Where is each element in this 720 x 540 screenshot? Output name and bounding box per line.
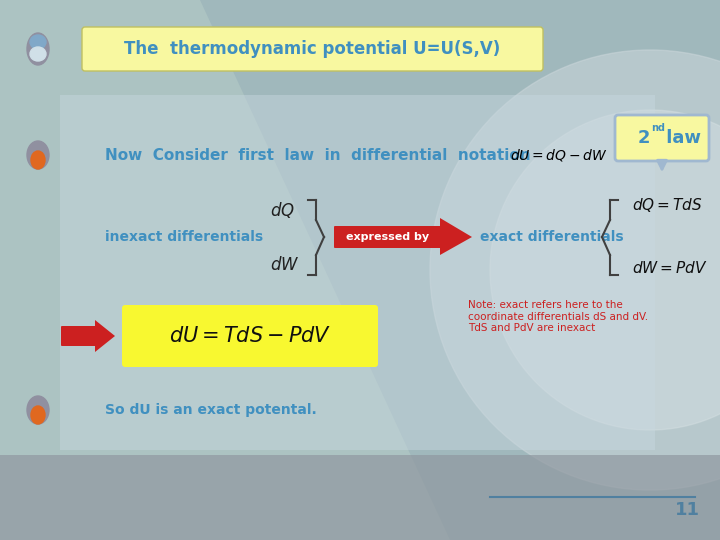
FancyBboxPatch shape [60, 95, 655, 450]
FancyBboxPatch shape [615, 115, 709, 161]
Ellipse shape [31, 406, 45, 424]
Ellipse shape [30, 47, 46, 61]
FancyBboxPatch shape [82, 27, 543, 71]
Text: $dQ$: $dQ$ [270, 200, 295, 220]
Text: exact differentials: exact differentials [480, 230, 624, 244]
Ellipse shape [31, 151, 45, 169]
Text: So dU is an exact potental.: So dU is an exact potental. [105, 403, 317, 417]
Text: expressed by: expressed by [346, 232, 430, 242]
Text: law: law [660, 129, 701, 147]
Polygon shape [0, 455, 720, 540]
Ellipse shape [27, 33, 49, 65]
Text: $dU = dQ - dW$: $dU = dQ - dW$ [510, 147, 608, 163]
Circle shape [490, 110, 720, 430]
Polygon shape [95, 320, 115, 352]
FancyBboxPatch shape [334, 226, 446, 248]
FancyBboxPatch shape [61, 326, 98, 346]
Ellipse shape [27, 396, 49, 424]
Ellipse shape [30, 35, 46, 49]
Text: $dQ = TdS$: $dQ = TdS$ [632, 196, 703, 214]
Polygon shape [440, 218, 472, 255]
FancyBboxPatch shape [122, 305, 378, 367]
Circle shape [430, 50, 720, 490]
Text: The  thermodynamic potential U=U(S,V): The thermodynamic potential U=U(S,V) [124, 40, 500, 58]
Text: Now  Consider  first  law  in  differential  notation: Now Consider first law in differential n… [105, 147, 531, 163]
Text: 11: 11 [675, 501, 700, 519]
Polygon shape [0, 0, 450, 540]
Text: $dW = PdV$: $dW = PdV$ [632, 260, 708, 276]
Text: $dW$: $dW$ [270, 256, 300, 274]
Ellipse shape [27, 141, 49, 169]
Text: Note: exact refers here to the
coordinate differentials dS and dV.
TdS and PdV a: Note: exact refers here to the coordinat… [468, 300, 648, 333]
Text: 2: 2 [638, 129, 650, 147]
Text: inexact differentials: inexact differentials [105, 230, 263, 244]
Text: $dU = TdS - PdV$: $dU = TdS - PdV$ [168, 326, 331, 346]
Text: nd: nd [651, 123, 665, 133]
